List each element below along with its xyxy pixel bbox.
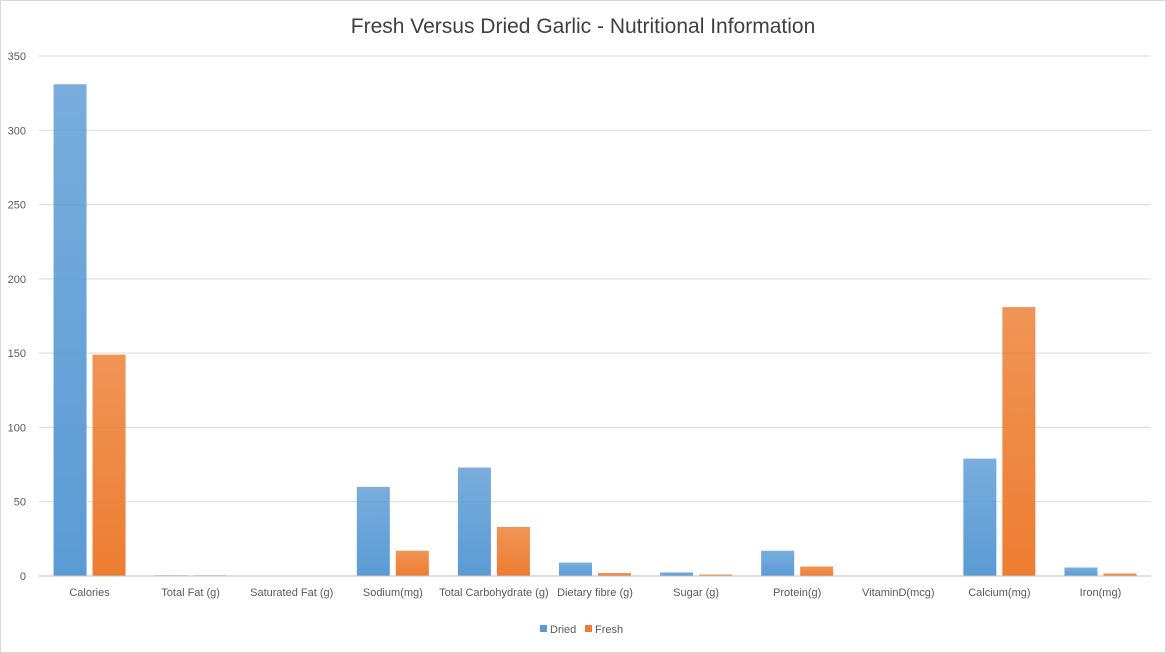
y-tick-label-50: 50 bbox=[14, 497, 26, 509]
bar-fresh-calories bbox=[92, 354, 126, 576]
bar-dried-sodium-mg bbox=[356, 486, 390, 576]
bar-fresh-sugar-g bbox=[699, 574, 733, 576]
x-tick-label-vitamind-mcg: VitaminD(mcg) bbox=[862, 587, 935, 599]
bar-fresh-total-carbohydrate-g bbox=[496, 526, 530, 576]
x-tick-label-dietary-fibre-g: Dietary fibre (g) bbox=[557, 587, 633, 599]
x-tick-label-calcium-mg: Calcium(mg) bbox=[968, 587, 1030, 599]
bar-fresh-sodium-mg bbox=[395, 550, 429, 576]
legend-item-fresh: Fresh bbox=[585, 624, 623, 636]
bar-fresh-iron-mg bbox=[1103, 573, 1137, 576]
bar-fresh-protein-g bbox=[800, 566, 834, 576]
x-tick-label-saturated-fat-g: Saturated Fat (g) bbox=[250, 587, 333, 599]
y-tick-label-150: 150 bbox=[8, 348, 26, 360]
x-tick-label-sugar-g: Sugar (g) bbox=[673, 587, 719, 599]
bar-dried-calcium-mg bbox=[963, 458, 997, 576]
bar-dried-iron-mg bbox=[1064, 567, 1098, 576]
y-tick-label-350: 350 bbox=[8, 51, 26, 63]
legend-label-fresh: Fresh bbox=[595, 624, 623, 636]
y-tick-label-100: 100 bbox=[8, 422, 26, 434]
legend-label-dried: Dried bbox=[550, 624, 576, 636]
y-tick-label-250: 250 bbox=[8, 200, 26, 212]
x-tick-label-protein-g: Protein(g) bbox=[773, 587, 821, 599]
y-tick-label-0: 0 bbox=[20, 571, 26, 583]
bar-dried-total-carbohydrate-g bbox=[457, 467, 491, 576]
legend: Dried Fresh bbox=[540, 624, 623, 636]
x-axis-categories: Calories Total Fat (g) Saturated Fat (g) So… bbox=[69, 587, 1121, 599]
y-tick-label-300: 300 bbox=[8, 125, 26, 137]
x-tick-label-total-fat-g: Total Fat (g) bbox=[161, 587, 220, 599]
x-tick-label-calories: Calories bbox=[69, 587, 110, 599]
legend-item-dried: Dried bbox=[540, 624, 576, 636]
legend-swatch-dried bbox=[540, 625, 547, 632]
y-axis-ticks: 0 50 100 150 200 250 300 350 bbox=[8, 51, 26, 583]
gridlines bbox=[39, 55, 1151, 503]
bar-dried-calories bbox=[53, 84, 87, 576]
bar-dried-protein-g bbox=[761, 550, 795, 576]
y-tick-label-200: 200 bbox=[8, 274, 26, 286]
chart-title: Fresh Versus Dried Garlic - Nutritional … bbox=[351, 15, 816, 38]
x-tick-label-sodium-mg: Sodium(mg) bbox=[363, 587, 423, 599]
bars bbox=[53, 84, 1137, 576]
x-tick-label-iron-mg: Iron(mg) bbox=[1080, 587, 1122, 599]
x-tick-label-total-carbohydrate-g: Total Carbohydrate (g) bbox=[439, 587, 548, 599]
bar-fresh-dietary-fibre-g bbox=[598, 573, 631, 576]
bar-fresh-calcium-mg bbox=[1002, 307, 1036, 576]
bar-dried-dietary-fibre-g bbox=[559, 562, 592, 576]
legend-swatch-fresh bbox=[585, 625, 592, 632]
bar-dried-sugar-g bbox=[660, 572, 694, 576]
